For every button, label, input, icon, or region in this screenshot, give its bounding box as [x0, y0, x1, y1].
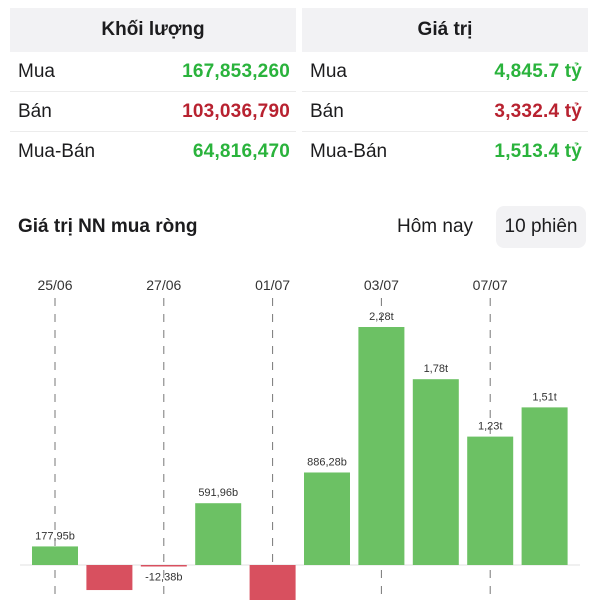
x-tick-label: 27/06 — [146, 277, 181, 293]
data-label: 591,96b — [198, 487, 238, 499]
x-tick-label: 03/07 — [364, 277, 399, 293]
net-buy-chart: 25/06 27/06 01/07 03/07 07/07 177,95b -12,38b 5… — [0, 262, 600, 600]
volume-table-header: Khối lượng — [10, 8, 296, 52]
bar-04/07[interactable] — [412, 379, 459, 565]
volume-row-label: Mua — [18, 60, 55, 82]
filter-today-button[interactable]: Hôm nay — [396, 216, 474, 237]
bar-07/07[interactable] — [467, 436, 514, 565]
data-label: 1,23t — [478, 421, 502, 433]
bar-25/06[interactable] — [32, 546, 78, 565]
volume-row-value: 103,036,790 — [182, 100, 290, 122]
x-tick-label: 07/07 — [473, 277, 508, 293]
value-row-label: Mua — [310, 60, 347, 82]
data-label: -12,38b — [145, 572, 182, 584]
data-label: 1,51t — [532, 391, 556, 403]
value-table: Giá trị Mua 4,845.7 tỷ Bán 3,332.4 tỷ Mu… — [302, 8, 588, 176]
volume-row-sell: Bán 103,036,790 — [10, 92, 296, 132]
value-table-header: Giá trị — [302, 8, 588, 52]
x-tick-label: 25/06 — [37, 277, 72, 293]
bar-01/07[interactable] — [249, 565, 296, 600]
bar-08/07[interactable] — [521, 407, 568, 565]
data-label: 2,28t — [369, 311, 393, 323]
bar-26/06[interactable] — [86, 565, 133, 591]
chart-section-title: Giá trị NN mua ròng — [18, 216, 198, 237]
value-row-value: 4,845.7 tỷ — [494, 60, 582, 82]
filter-10-sessions-button[interactable]: 10 phiên — [496, 206, 586, 248]
bar-27/06[interactable] — [140, 565, 187, 567]
volume-row-value: 64,816,470 — [192, 141, 290, 162]
data-label: 177,95b — [35, 530, 75, 542]
volume-row-buy: Mua 167,853,260 — [10, 52, 296, 92]
bar-02/07[interactable] — [304, 472, 350, 565]
data-label: 1,78t — [424, 363, 448, 375]
value-row-sell: Bán 3,332.4 tỷ — [302, 92, 588, 132]
value-row-value: 3,332.4 tỷ — [494, 100, 582, 122]
data-label: 886,28b — [307, 456, 347, 468]
x-tick-label: 01/07 — [255, 277, 290, 293]
volume-row-label: Bán — [18, 100, 52, 122]
volume-row-label: Mua-Bán — [18, 141, 96, 162]
value-row-buy: Mua 4,845.7 tỷ — [302, 52, 588, 92]
volume-row-net: Mua-Bán 64,816,470 — [10, 132, 296, 172]
volume-table: Khối lượng Mua 167,853,260 Bán 103,036,7… — [10, 8, 296, 176]
net-buy-chart-svg: 25/06 27/06 01/07 03/07 07/07 177,95b -12,38b 5… — [20, 277, 580, 600]
bar-28/06[interactable] — [195, 503, 242, 565]
value-row-label: Mua-Bán — [310, 141, 388, 162]
value-row-value: 1,513.4 tỷ — [494, 141, 582, 162]
bar-03/07[interactable] — [358, 327, 405, 565]
value-row-label: Bán — [310, 100, 344, 122]
summary-tables: Khối lượng Mua 167,853,260 Bán 103,036,7… — [10, 8, 588, 176]
value-row-net: Mua-Bán 1,513.4 tỷ — [302, 132, 588, 172]
volume-row-value: 167,853,260 — [182, 60, 290, 82]
